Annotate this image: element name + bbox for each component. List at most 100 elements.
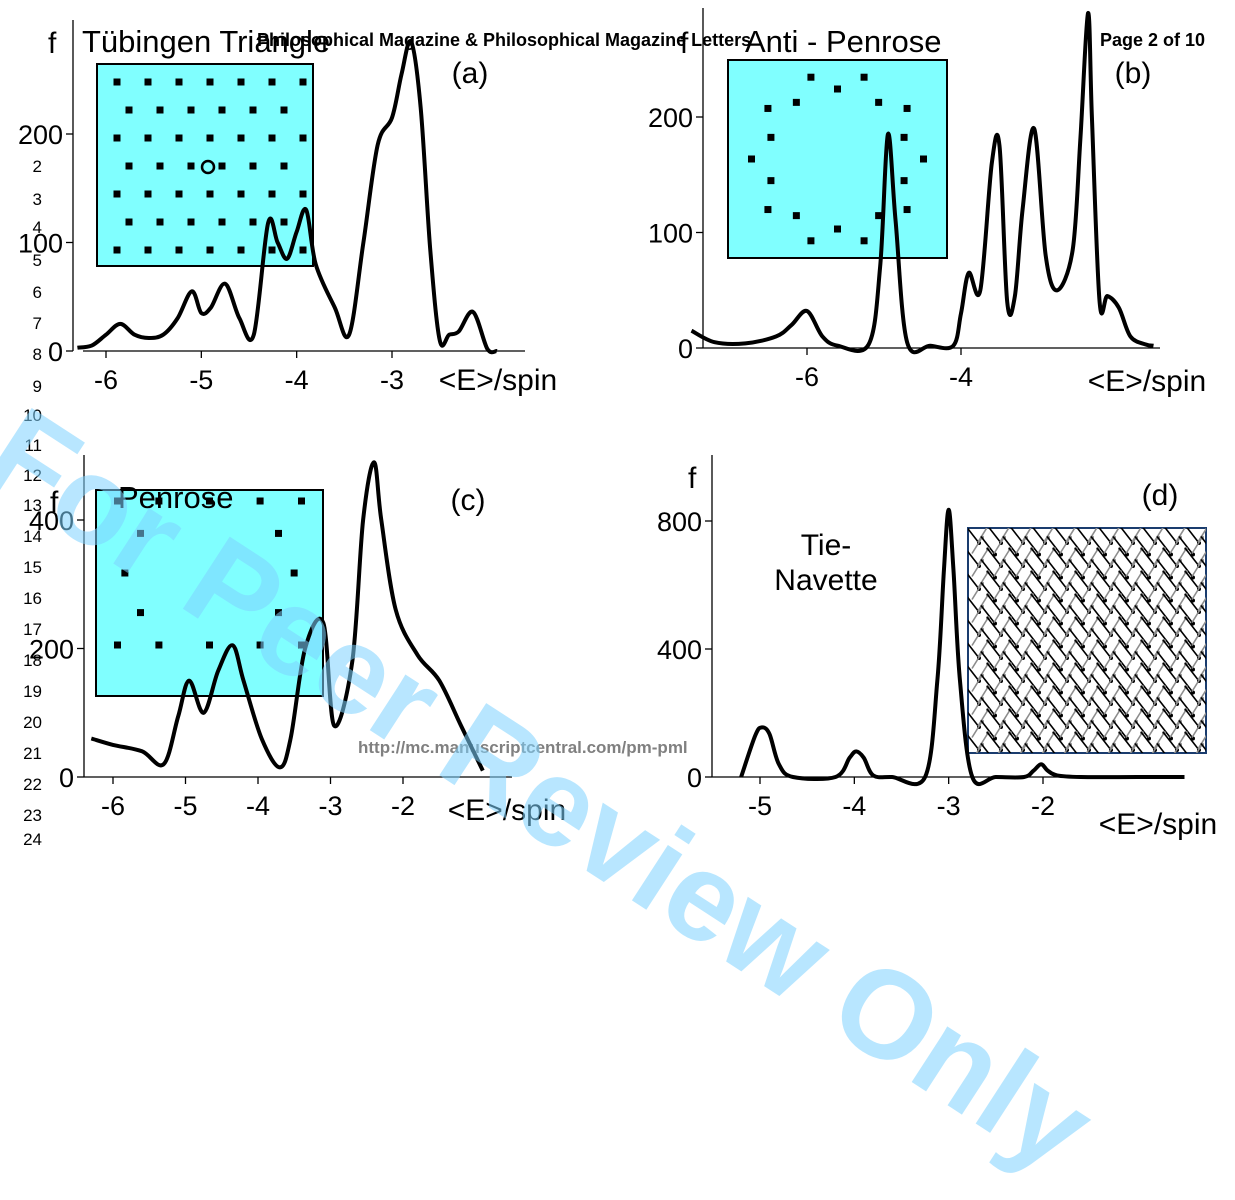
structure-factor-inset bbox=[95, 489, 324, 697]
spin-arrow bbox=[999, 528, 1010, 543]
peak-dot bbox=[206, 641, 213, 649]
line-number: 15 bbox=[23, 558, 42, 577]
peak-dot bbox=[175, 134, 183, 142]
spin-arrow bbox=[1184, 593, 1200, 613]
spin-arrow bbox=[1169, 560, 1181, 577]
spin-arrow bbox=[1052, 662, 1068, 682]
spin-arrow bbox=[1200, 674, 1206, 683]
spin-arrow bbox=[1107, 744, 1115, 753]
spin-arrow bbox=[1037, 560, 1049, 577]
spin-arrow bbox=[1065, 528, 1076, 543]
spin-arrow bbox=[1131, 548, 1143, 566]
peak-dot bbox=[764, 104, 772, 112]
spin-arrow bbox=[1162, 685, 1178, 705]
spin-arrow bbox=[1008, 593, 1024, 613]
spin-arrow bbox=[1096, 570, 1112, 590]
spin-arrow bbox=[1109, 709, 1121, 727]
spin-arrow bbox=[1002, 651, 1018, 670]
spin-arrow bbox=[1169, 537, 1181, 554]
spin-arrow bbox=[1087, 709, 1099, 727]
spin-arrow bbox=[1140, 708, 1156, 728]
spin-arrow bbox=[999, 594, 1011, 612]
y-axis-label: f bbox=[48, 27, 57, 60]
spin-arrow bbox=[1200, 605, 1206, 614]
spin-arrow bbox=[1096, 639, 1112, 659]
spin-arrow bbox=[1021, 594, 1033, 612]
peak-dot bbox=[218, 162, 226, 170]
spin-arrow bbox=[1065, 686, 1077, 704]
spin-arrow bbox=[971, 606, 983, 623]
x-tick-label: -6 bbox=[795, 362, 819, 392]
peak-dot bbox=[903, 206, 911, 214]
spin-arrow bbox=[1087, 732, 1099, 750]
spin-arrow bbox=[980, 720, 996, 739]
spin-arrow bbox=[1015, 583, 1027, 600]
x-tick-label: -5 bbox=[173, 791, 197, 821]
y-tick-label: 400 bbox=[29, 506, 74, 536]
spin-arrow bbox=[980, 743, 990, 753]
spin-arrow bbox=[1131, 663, 1143, 681]
spin-arrow bbox=[1140, 616, 1156, 636]
spin-arrow bbox=[1024, 559, 1040, 578]
spin-arrow bbox=[1074, 547, 1090, 567]
spin-arrow bbox=[1197, 711, 1206, 727]
spin-arrow bbox=[977, 640, 989, 658]
peak-dot bbox=[767, 177, 775, 185]
spin-arrow bbox=[1103, 698, 1115, 715]
series-line bbox=[739, 507, 1185, 787]
spin-arrow bbox=[1186, 528, 1200, 544]
spin-arrow bbox=[1142, 528, 1156, 544]
spin-arrow bbox=[1134, 743, 1144, 753]
peak-dot bbox=[113, 246, 121, 254]
y-tick-label: 400 bbox=[657, 635, 702, 665]
spin-arrow bbox=[1118, 639, 1134, 659]
spin-arrow bbox=[1178, 674, 1194, 693]
spin-arrow bbox=[1156, 605, 1172, 624]
y-tick-label: 200 bbox=[29, 635, 74, 665]
spin-arrow bbox=[986, 708, 1002, 728]
spin-arrow bbox=[1030, 708, 1046, 728]
spin-arrow-head bbox=[1213, 714, 1217, 718]
spin-arrow bbox=[1156, 559, 1172, 578]
x-tick-label: -5 bbox=[748, 791, 772, 821]
peak-dot bbox=[156, 218, 164, 226]
spin-arrow bbox=[986, 593, 1002, 613]
spin-arrow bbox=[1147, 606, 1159, 623]
spin-arrow bbox=[1002, 559, 1018, 578]
spin-arrow bbox=[1065, 663, 1077, 681]
spin-arrow bbox=[1043, 686, 1055, 704]
spin-arrow-head bbox=[1213, 576, 1217, 580]
spin-arrow bbox=[1090, 697, 1106, 716]
peak-dot bbox=[834, 225, 841, 233]
spin-arrow bbox=[1008, 662, 1024, 682]
peak-dot bbox=[900, 133, 908, 141]
spin-arrow bbox=[1052, 731, 1068, 751]
spin-arrow bbox=[1043, 548, 1055, 566]
spin-arrow bbox=[1134, 651, 1150, 670]
spin-arrow bbox=[1147, 698, 1159, 715]
spin-arrow bbox=[1090, 628, 1106, 647]
footer-url[interactable]: http://mc.manuscriptcentral.com/pm-pml bbox=[358, 738, 688, 757]
spin-arrow bbox=[1156, 720, 1172, 739]
spin-arrow bbox=[1147, 583, 1159, 600]
peak-dot bbox=[875, 212, 883, 220]
spin-arrow bbox=[971, 583, 983, 600]
peak-dot bbox=[144, 134, 152, 142]
spin-arrow bbox=[1046, 720, 1062, 739]
spin-arrow bbox=[1008, 708, 1024, 728]
spin-arrow bbox=[1059, 537, 1071, 554]
peak-dot bbox=[299, 78, 307, 86]
spin-arrow bbox=[1131, 571, 1143, 589]
x-axis-label: <E>/spin bbox=[1099, 808, 1217, 841]
spin-arrow bbox=[1118, 593, 1134, 613]
spin-arrow bbox=[1162, 616, 1178, 636]
spin-arrow bbox=[986, 662, 1002, 682]
spin-arrow bbox=[971, 537, 983, 554]
spin-arrow bbox=[1087, 617, 1099, 635]
chart-panel-4: -5 -4 -3 -2 0 400 800 f (d) <E>/spin Tie-Navette bbox=[657, 455, 1217, 841]
spin-arrow bbox=[1043, 709, 1055, 727]
peak-dot bbox=[175, 78, 183, 86]
spin-arrow bbox=[993, 652, 1005, 669]
spin-arrow bbox=[1002, 743, 1012, 753]
spin-arrow bbox=[971, 629, 983, 646]
